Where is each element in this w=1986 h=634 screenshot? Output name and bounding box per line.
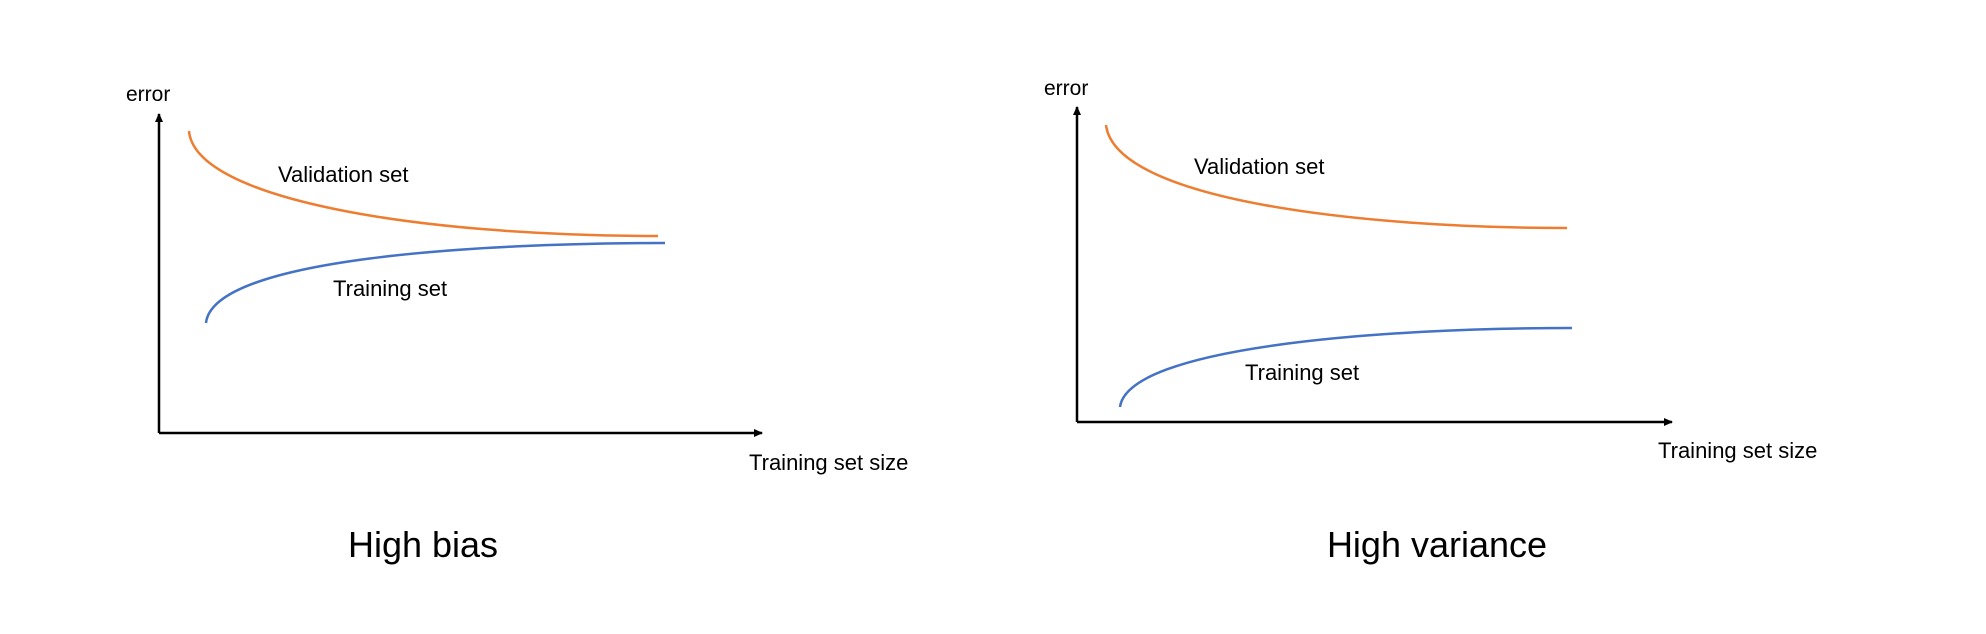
training-curve (1118, 326, 1573, 408)
x-axis-label: Training set size (749, 450, 908, 475)
validation-set-label: Validation set (278, 162, 408, 187)
training-curve (204, 241, 666, 324)
validation-curve (1104, 124, 1568, 230)
training-set-label: Training set (333, 276, 447, 301)
x-axis-label: Training set size (1658, 438, 1817, 463)
validation-set-label: Validation set (1194, 154, 1324, 179)
y-axis-label: error (126, 83, 170, 106)
panel-caption: High variance (1327, 524, 1547, 565)
panel-caption: High bias (348, 524, 498, 565)
panel-high-bias: error Training set size Validation set T… (126, 83, 908, 565)
training-set-label: Training set (1245, 360, 1359, 385)
y-axis-label: error (1044, 77, 1088, 100)
validation-curve (187, 130, 659, 238)
panel-high-variance: error Training set size Validation set T… (1044, 77, 1817, 565)
